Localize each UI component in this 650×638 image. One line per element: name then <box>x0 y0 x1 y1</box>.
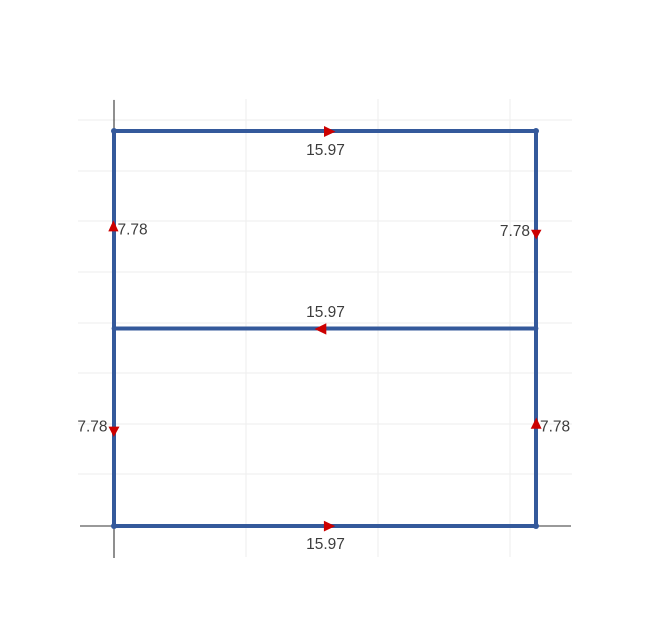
svg-text:7.78: 7.78 <box>77 419 107 436</box>
svg-text:15.97: 15.97 <box>306 142 345 159</box>
svg-text:15.97: 15.97 <box>306 536 345 553</box>
svg-text:7.78: 7.78 <box>500 223 530 240</box>
svg-text:15.97: 15.97 <box>306 304 345 321</box>
svg-text:7.78: 7.78 <box>540 419 570 436</box>
svg-text:7.78: 7.78 <box>118 222 148 239</box>
